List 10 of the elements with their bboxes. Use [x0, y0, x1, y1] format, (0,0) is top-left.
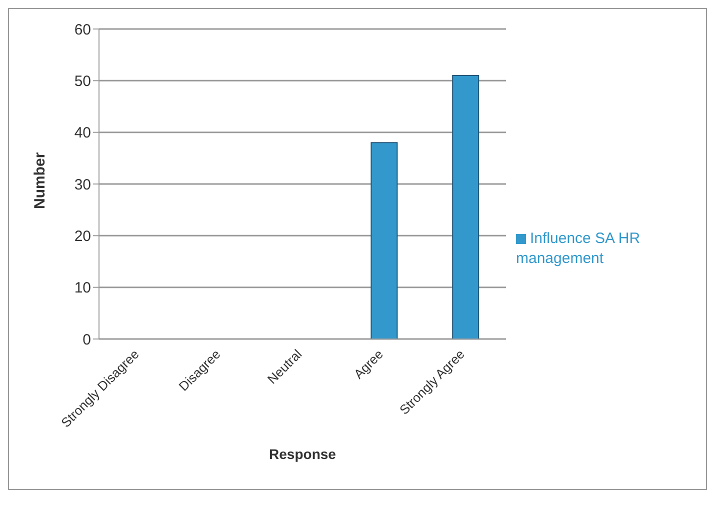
- y-tick-label: 20: [74, 228, 91, 245]
- y-axis-title: Number: [31, 152, 48, 209]
- y-tick-label: 0: [82, 331, 91, 348]
- y-tick-label: 50: [74, 72, 91, 90]
- y-tick-label: 60: [74, 21, 91, 38]
- y-tick-label: 40: [74, 124, 91, 142]
- y-tick-label: 30: [74, 176, 91, 194]
- y-tick-label: 10: [74, 280, 91, 297]
- legend-label: Influence SA HR management: [516, 230, 640, 267]
- x-axis-title: Response: [269, 446, 336, 462]
